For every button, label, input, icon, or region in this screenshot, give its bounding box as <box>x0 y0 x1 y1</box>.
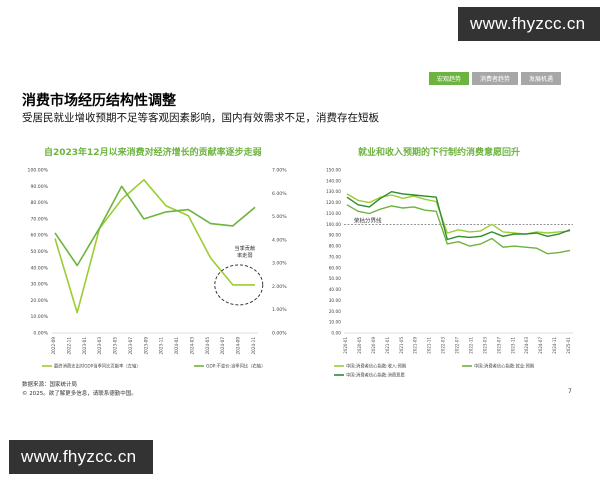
x-tick-label: 2024-03 <box>524 337 529 354</box>
y-tick-label: 110.00 <box>326 211 341 217</box>
x-tick-label: 2023-01 <box>82 337 87 355</box>
y-right-tick-label: 4.00% <box>272 237 287 243</box>
left-chart-title: 自2023年12月以来消费对经济增长的贡献率逐步走弱 <box>44 148 262 158</box>
y-left-tick-label: 20.00% <box>30 298 48 304</box>
y-tick-label: 80.00 <box>329 244 342 250</box>
right-chart: 0.00 10.00 20.00 30.00 40.00 50.00 60.00 70.00 8… <box>326 168 573 379</box>
legend-label-0: 最终消费支出对GDP当季同比贡献率（左轴） <box>54 363 141 370</box>
series-line-0 <box>346 193 571 235</box>
y-right-tick-label: 7.00% <box>272 168 287 174</box>
tab-opportunities[interactable]: 发展机遇 <box>521 72 562 85</box>
x-tick-label: 2022-03 <box>441 337 446 354</box>
y-tick-label: 130.00 <box>326 189 341 195</box>
page-title: 消费市场经历结构性调整 <box>22 93 176 109</box>
y-tick-label: 20.00 <box>329 309 342 315</box>
x-tick-label: 2023-05 <box>113 337 118 355</box>
y-tick-label: 40.00 <box>329 287 342 293</box>
x-tick-label: 2023-11 <box>510 337 515 354</box>
x-tick-label: 2023-03 <box>97 337 102 355</box>
y-tick-label: 10.00 <box>329 320 342 326</box>
reference-line-label: 荣枯分界线 <box>354 216 382 224</box>
series-line-1 <box>54 185 256 267</box>
y-right-tick-label: 1.00% <box>272 307 287 313</box>
x-tick-label: 2022-11 <box>66 337 71 355</box>
y-tick-label: 60.00 <box>329 265 342 271</box>
y-tick-label: 140.00 <box>326 178 341 184</box>
y-left-tick-label: 70.00% <box>30 216 48 222</box>
watermark-top: www.fhyzcc.cn <box>458 7 600 41</box>
annotation-text: 率走弱 <box>237 251 253 259</box>
x-tick-label: 2023-07 <box>128 337 133 355</box>
x-tick-label: 2021-05 <box>399 337 404 354</box>
y-tick-label: 90.00 <box>329 233 342 239</box>
x-tick-label: 2023-11 <box>159 337 164 355</box>
legend-label-1: GDP:不变价:当季同比（右轴） <box>206 363 265 370</box>
x-tick-label: 2021-01 <box>385 337 390 354</box>
source-note: 数据来源：国家统计局 <box>22 382 78 388</box>
y-right-tick-label: 0.00% <box>272 331 287 337</box>
y-left-tick-label: 0.00% <box>33 331 48 337</box>
legend-label-0: 中国:消费者信心指数:收入:预期 <box>346 363 406 370</box>
y-left-tick-label: 60.00% <box>30 233 48 239</box>
x-tick-label: 2024-09 <box>236 337 241 355</box>
y-tick-label: 70.00 <box>329 254 342 260</box>
y-tick-label: 120.00 <box>326 200 341 206</box>
page-number: 7 <box>568 388 572 395</box>
y-tick-label: 100.00 <box>326 222 341 228</box>
x-tick-label: 2024-07 <box>220 337 225 355</box>
legend-label-2: 中国:消费者信心指数:消费意愿 <box>346 372 405 379</box>
x-tick-label: 2024-11 <box>251 337 256 355</box>
x-tick-label: 2020-05 <box>357 337 362 354</box>
annotation-circle <box>214 264 264 306</box>
y-left-tick-label: 90.00% <box>30 184 48 190</box>
x-tick-label: 2022-11 <box>468 337 473 354</box>
x-tick-label: 2023-09 <box>143 337 148 355</box>
x-tick-label: 2021-11 <box>427 337 432 354</box>
watermark-bottom: www.fhyzcc.cn <box>9 440 153 474</box>
tab-consumer-trends[interactable]: 消费者趋势 <box>472 72 519 85</box>
series-line-2 <box>346 191 571 241</box>
x-tick-label: 2024-07 <box>538 337 543 354</box>
y-left-tick-label: 50.00% <box>30 249 48 255</box>
y-right-tick-label: 3.00% <box>272 261 287 267</box>
x-tick-label: 2024-01 <box>174 337 179 355</box>
x-tick-label: 2021-09 <box>413 337 418 354</box>
section-tabs: 宏观趋势 消费者趋势 发展机遇 <box>429 72 562 85</box>
y-tick-label: 0.00 <box>331 331 341 337</box>
y-left-tick-label: 100.00% <box>28 168 49 174</box>
y-left-tick-label: 40.00% <box>30 265 48 271</box>
copyright-note: © 2025。欲了解更多信息，请联系德勤中国。 <box>22 391 137 397</box>
x-tick-label: 2023-07 <box>496 337 501 354</box>
y-tick-label: 30.00 <box>329 298 342 304</box>
x-tick-label: 2020-01 <box>343 337 348 354</box>
y-right-tick-label: 5.00% <box>272 214 287 220</box>
page-subtitle: 受居民就业增收预期不足等客观因素影响，国内有效需求不足，消费存在短板 <box>22 112 379 124</box>
annotation-text: 当季贡献 <box>234 244 255 252</box>
right-chart-title: 就业和收入预期的下行制约消费意愿回升 <box>358 148 521 158</box>
y-left-tick-label: 80.00% <box>30 200 48 206</box>
legend-label-1: 中国:消费者信心指数:就业:预期 <box>474 363 534 370</box>
tab-macro-trends[interactable]: 宏观趋势 <box>429 72 470 85</box>
x-tick-label: 2024-05 <box>205 337 210 355</box>
x-tick-label: 2024-11 <box>552 337 557 354</box>
left-chart: 0.00% 10.00% 20.00% 30.00% 40.00% 50.00% 60.00… <box>28 168 288 370</box>
y-tick-label: 150.00 <box>326 168 341 174</box>
x-tick-label: 2025-01 <box>566 337 571 354</box>
x-tick-label: 2022-09 <box>51 337 56 355</box>
y-right-tick-label: 6.00% <box>272 191 287 197</box>
x-tick-label: 2023-03 <box>482 337 487 354</box>
y-left-tick-label: 10.00% <box>30 314 48 320</box>
x-tick-label: 2024-03 <box>189 337 194 355</box>
x-tick-label: 2020-09 <box>371 337 376 354</box>
series-line-1 <box>346 204 571 255</box>
y-tick-label: 50.00 <box>329 276 342 282</box>
x-tick-label: 2022-07 <box>455 337 460 354</box>
y-right-tick-label: 2.00% <box>272 284 287 290</box>
series-line-0 <box>54 178 255 314</box>
y-left-tick-label: 30.00% <box>30 282 48 288</box>
